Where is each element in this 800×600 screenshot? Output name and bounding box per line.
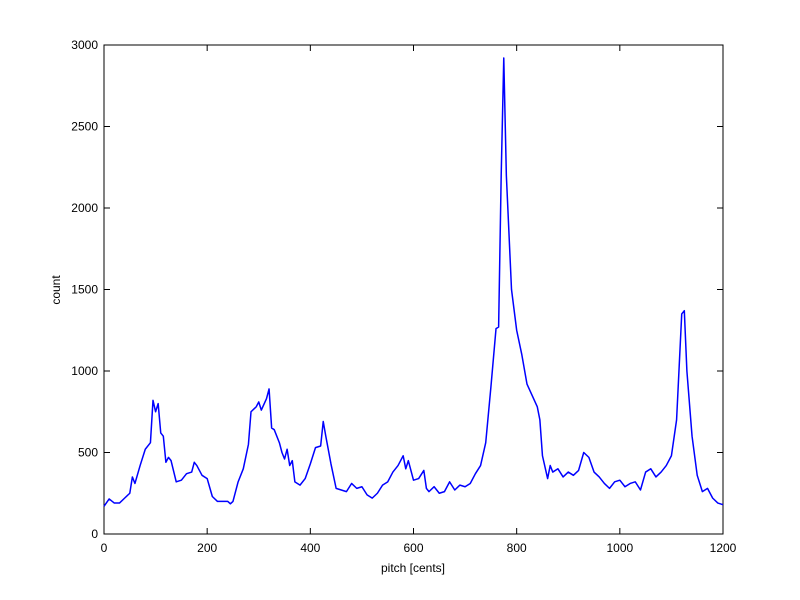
x-tick-label: 1200 — [710, 541, 737, 555]
y-tick-label: 1500 — [71, 283, 98, 297]
x-tick-label: 0 — [101, 541, 108, 555]
y-tick-label: 0 — [91, 527, 98, 541]
x-tick-label: 400 — [300, 541, 320, 555]
x-tick-label: 800 — [507, 541, 527, 555]
x-tick-label: 1000 — [606, 541, 633, 555]
y-tick-label: 1000 — [71, 364, 98, 378]
x-axis-label: pitch [cents] — [381, 561, 445, 575]
y-axis-label: count — [49, 275, 63, 305]
y-tick-label: 2000 — [71, 201, 98, 215]
x-tick-label: 600 — [403, 541, 423, 555]
data-line — [103, 57, 724, 507]
plot-frame — [103, 44, 724, 535]
y-tick-label: 2500 — [71, 120, 98, 134]
y-tick-label: 3000 — [71, 38, 98, 52]
x-tick-label: 200 — [197, 541, 217, 555]
y-tick-label: 500 — [78, 446, 98, 460]
